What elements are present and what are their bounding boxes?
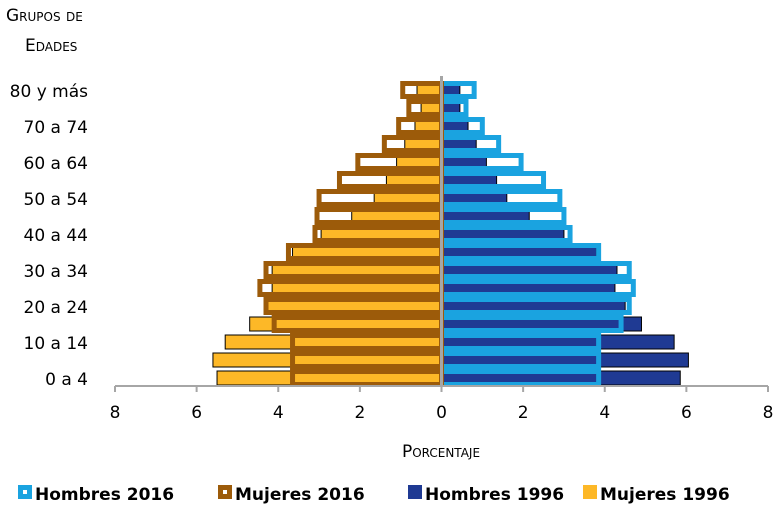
y-tick-label: 0 a 4 xyxy=(45,370,88,390)
y-tick-label: 10 a 14 xyxy=(24,334,89,354)
x-tick-label: 6 xyxy=(681,403,692,423)
y-axis-label: Grupos de xyxy=(6,6,83,26)
y-axis-label: Edades xyxy=(25,36,77,56)
y-tick-label: 30 a 34 xyxy=(24,262,89,282)
legend-swatch xyxy=(408,485,422,499)
legend-label: Mujeres 2016 xyxy=(235,485,365,505)
x-tick-label: 8 xyxy=(763,403,774,423)
x-tick-label: 4 xyxy=(599,403,610,423)
x-axis-label: Porcentaje xyxy=(402,442,480,462)
y-tick-label: 50 a 54 xyxy=(24,190,89,210)
y-tick-label: 20 a 24 xyxy=(24,298,89,318)
x-tick-label: 8 xyxy=(110,403,121,423)
y-tick-label: 60 a 64 xyxy=(24,154,89,174)
legend-swatch-hole xyxy=(23,490,27,494)
y-tick-label: 70 a 74 xyxy=(24,118,89,138)
legend-swatch xyxy=(583,485,597,499)
legend-label: Mujeres 1996 xyxy=(600,485,730,505)
legend-label: Hombres 1996 xyxy=(425,485,564,505)
y-tick-label: 80 y más xyxy=(10,82,88,102)
legend-swatch-hole xyxy=(223,490,227,494)
x-tick-label: 4 xyxy=(273,403,284,423)
x-tick-label: 2 xyxy=(518,403,529,423)
x-tick-label: 6 xyxy=(191,403,202,423)
legend-label: Hombres 2016 xyxy=(35,485,174,505)
x-tick-label: 2 xyxy=(354,403,365,423)
y-tick-label: 40 a 44 xyxy=(24,226,89,246)
x-tick-label: 0 xyxy=(436,403,447,423)
